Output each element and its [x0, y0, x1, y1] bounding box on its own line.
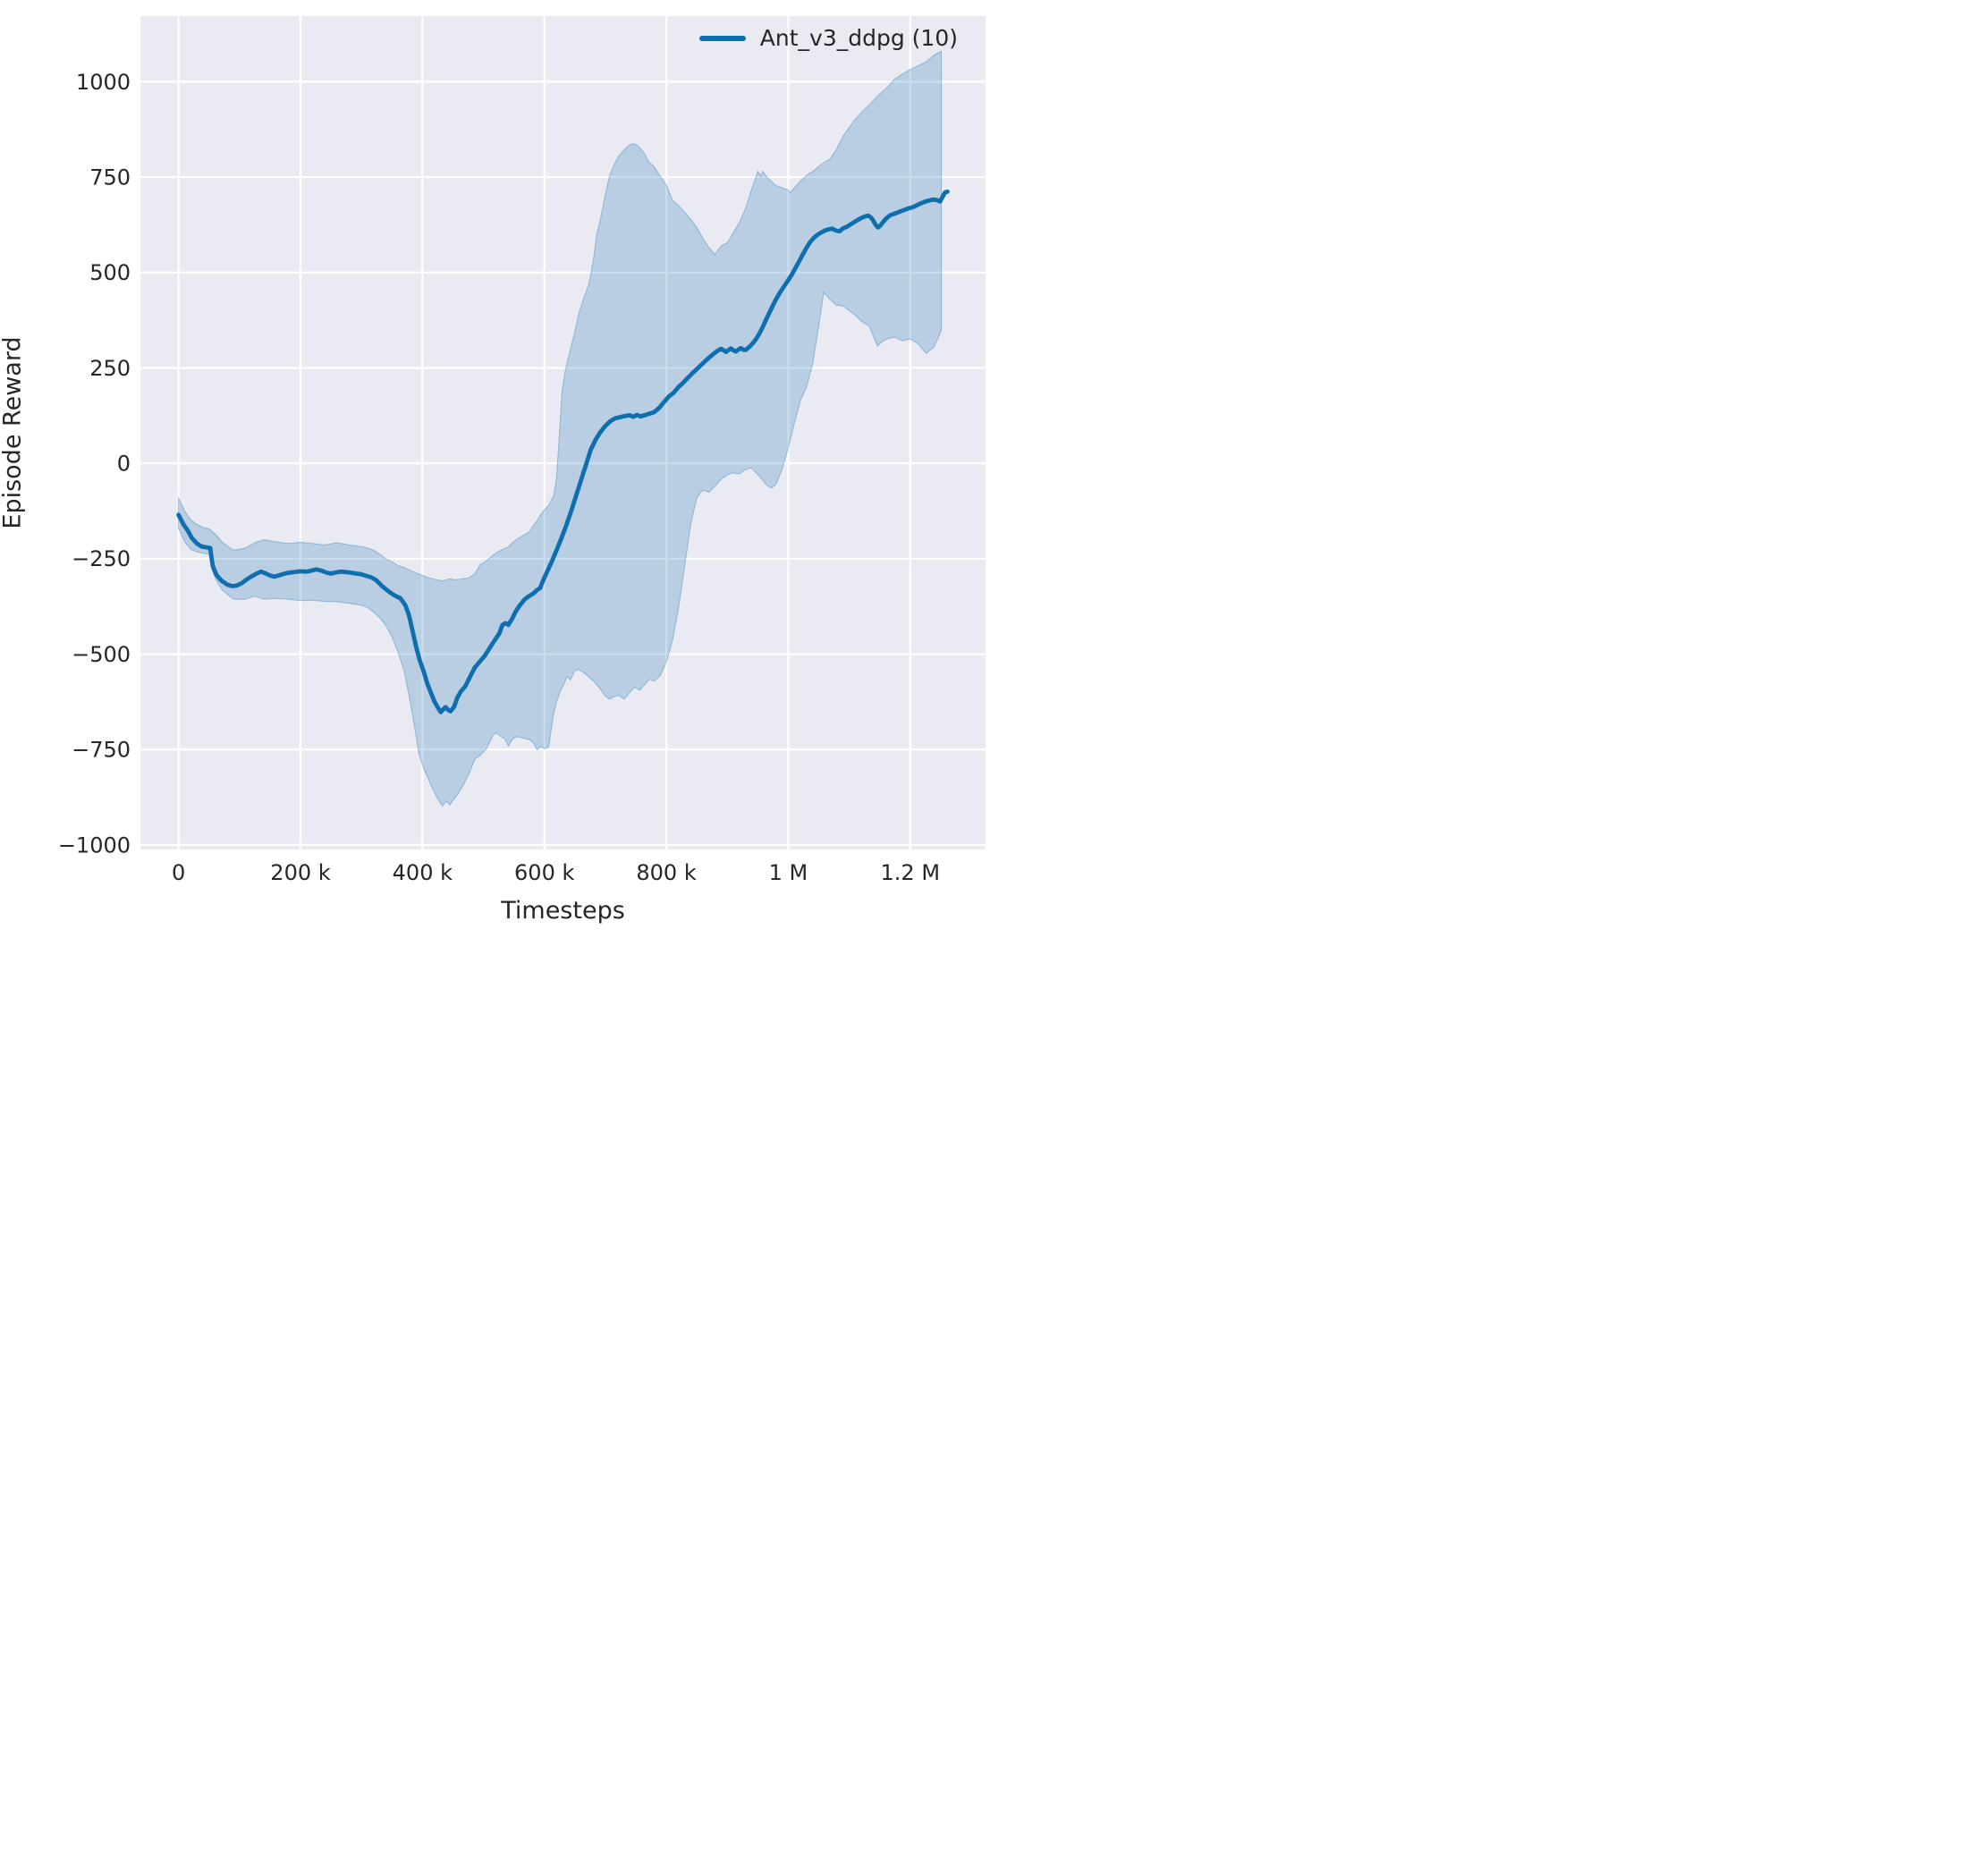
y-tick-label: −500: [72, 642, 131, 667]
confidence-band: [178, 50, 943, 807]
x-tick-label: 600 k: [514, 860, 574, 885]
y-tick-label: 500: [89, 260, 131, 285]
chart-svg: 0 200 k 400 k 600 k 800 k 1 M 1.2 M 1000 750 500 2…: [58, 16, 986, 885]
y-tick-label: −1000: [58, 832, 131, 858]
legend-line-swatch: [698, 35, 746, 41]
mean-line: [176, 189, 950, 714]
y-tick-label: 1000: [76, 70, 131, 95]
x-tick-label: 400 k: [393, 860, 453, 885]
plot-area: [140, 16, 986, 849]
y-tick-label: 750: [89, 165, 131, 190]
y-axis-label: Episode Reward: [0, 336, 27, 529]
legend-label: Ant_v3_ddpg (10): [759, 25, 958, 51]
y-tick-label: −250: [72, 546, 131, 571]
x-tick-label: 1.2 M: [881, 860, 941, 885]
figure: 0 200 k 400 k 600 k 800 k 1 M 1.2 M 1000 750 500 2…: [0, 0, 990, 938]
x-tick-label: 1 M: [769, 860, 808, 885]
x-axis-label: Timesteps: [501, 897, 625, 925]
x-tick-label: 0: [172, 860, 185, 885]
y-tick-label: 250: [89, 356, 131, 381]
legend: Ant_v3_ddpg (10): [698, 25, 958, 51]
y-tick-label: −750: [72, 738, 131, 763]
y-tick-label: 0: [117, 452, 131, 477]
x-tick-label: 200 k: [270, 860, 330, 885]
x-tick-label: 800 k: [636, 860, 696, 885]
